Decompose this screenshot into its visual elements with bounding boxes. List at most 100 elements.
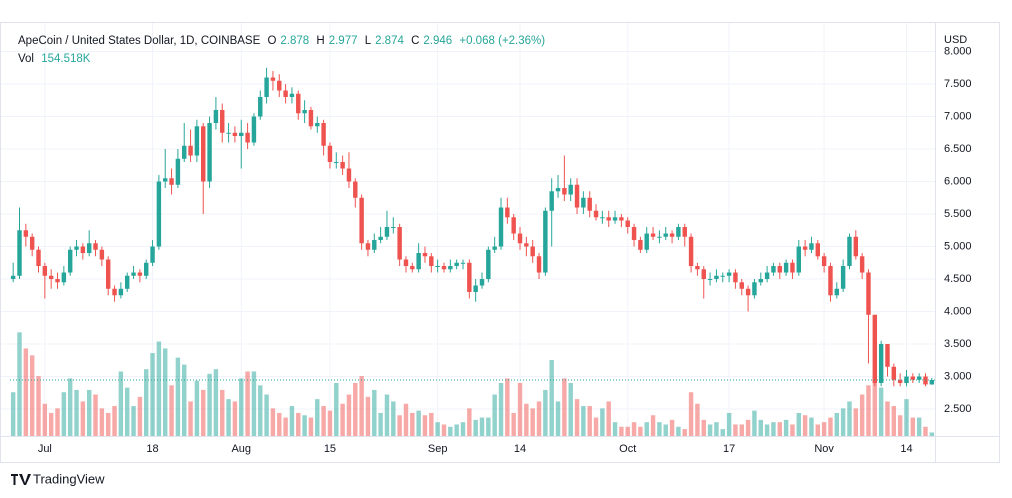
volume-bar xyxy=(99,408,105,436)
volume-bar xyxy=(17,332,22,436)
volume-bar xyxy=(245,371,250,436)
volume-bar xyxy=(213,369,219,436)
candle-body xyxy=(429,256,434,267)
volume-bar xyxy=(277,412,282,436)
candle-body xyxy=(815,243,821,257)
volume-bar xyxy=(581,406,586,436)
candle-body xyxy=(258,97,263,117)
candle-body xyxy=(562,188,567,195)
volume-bar xyxy=(131,406,136,436)
candle-body xyxy=(771,266,776,273)
volume-bar xyxy=(587,406,592,436)
volume-bar xyxy=(118,371,124,436)
candle-body xyxy=(448,266,453,270)
x-tick-label: 18 xyxy=(146,443,158,455)
volume-bar xyxy=(809,417,814,436)
candle-body xyxy=(384,227,390,237)
volume-bar xyxy=(308,417,314,436)
candle-body xyxy=(657,236,662,238)
candle-body xyxy=(505,207,510,218)
candle-body xyxy=(796,246,802,273)
x-tick-label: 14 xyxy=(900,443,912,455)
candle-body xyxy=(340,162,345,169)
candle-body xyxy=(663,233,668,237)
volume-bar xyxy=(492,394,497,436)
candle-body xyxy=(10,275,16,280)
volume-bar xyxy=(74,389,79,436)
candle-body xyxy=(169,178,174,185)
candle-body xyxy=(283,90,288,98)
candle-body xyxy=(612,217,618,221)
candle-body xyxy=(859,256,865,273)
candle-body xyxy=(866,272,871,315)
volume-bar xyxy=(67,378,73,436)
volume-bar xyxy=(676,426,681,436)
candle-body xyxy=(251,116,257,143)
volume-bar xyxy=(283,417,288,436)
candle-body xyxy=(929,380,935,385)
volume-bar xyxy=(194,380,200,436)
candle-body xyxy=(885,344,890,367)
candle-body xyxy=(441,266,447,270)
volume-bar xyxy=(707,424,713,436)
volume-bar xyxy=(897,415,903,436)
volume-bar xyxy=(86,389,92,436)
candle-body xyxy=(764,272,770,280)
candle-body xyxy=(365,243,371,250)
volume-bar xyxy=(840,408,846,436)
volume-bar xyxy=(916,417,922,436)
volume-bar xyxy=(593,417,599,436)
candle-body xyxy=(143,262,149,276)
candle-body xyxy=(669,233,675,237)
volume-bar xyxy=(124,387,130,436)
x-tick-label: Sep xyxy=(428,443,448,455)
ohlc-value: 2.878 xyxy=(280,35,310,47)
volume-bar xyxy=(372,389,377,436)
volume-bar xyxy=(606,401,611,436)
candle-body xyxy=(701,269,706,280)
volume-bar xyxy=(232,401,238,436)
candle-body xyxy=(270,77,276,81)
candle-body xyxy=(650,233,656,237)
volume-bar xyxy=(701,419,706,436)
volume-bar xyxy=(568,383,573,436)
candle-body xyxy=(422,253,428,257)
volume-bar xyxy=(802,415,808,436)
volume-bar xyxy=(714,422,719,436)
candle-body xyxy=(758,279,763,283)
candle-body xyxy=(460,262,466,264)
volume-bar xyxy=(777,422,782,436)
volume-bar xyxy=(397,415,402,436)
candle-body xyxy=(239,132,244,137)
volume-bar xyxy=(783,419,789,436)
volume-bar xyxy=(220,389,225,436)
candle-body xyxy=(467,262,472,293)
candle-body xyxy=(543,210,548,273)
candle-body xyxy=(105,259,111,289)
volume-bar xyxy=(29,355,35,436)
candle-body xyxy=(201,126,206,182)
symbol-title: ApeCoin / United States Dollar, 1D, COIN… xyxy=(18,35,261,47)
candle-body xyxy=(625,220,630,228)
volume-bar xyxy=(631,422,637,436)
candle-body xyxy=(587,197,592,211)
candle-body xyxy=(245,132,250,143)
volume-bar xyxy=(891,406,897,436)
y-tick-label: 3.000 xyxy=(944,370,972,382)
y-tick-label: 5.500 xyxy=(944,208,972,220)
volume-bar xyxy=(625,426,630,436)
volume-bar xyxy=(752,410,757,436)
volume-bar xyxy=(885,401,890,436)
candle-body xyxy=(549,191,554,211)
volume-bar xyxy=(359,376,364,436)
x-tick-label: 17 xyxy=(723,443,735,455)
volume-bar xyxy=(815,424,821,436)
volume-bar xyxy=(511,412,516,436)
volume-bar xyxy=(143,369,149,436)
x-tick-label: Aug xyxy=(231,443,251,455)
candle-body xyxy=(353,181,358,198)
candle-body xyxy=(568,184,573,195)
candle-body xyxy=(638,240,643,250)
y-tick-label: 6.000 xyxy=(944,175,972,187)
volume-bar xyxy=(771,422,776,436)
